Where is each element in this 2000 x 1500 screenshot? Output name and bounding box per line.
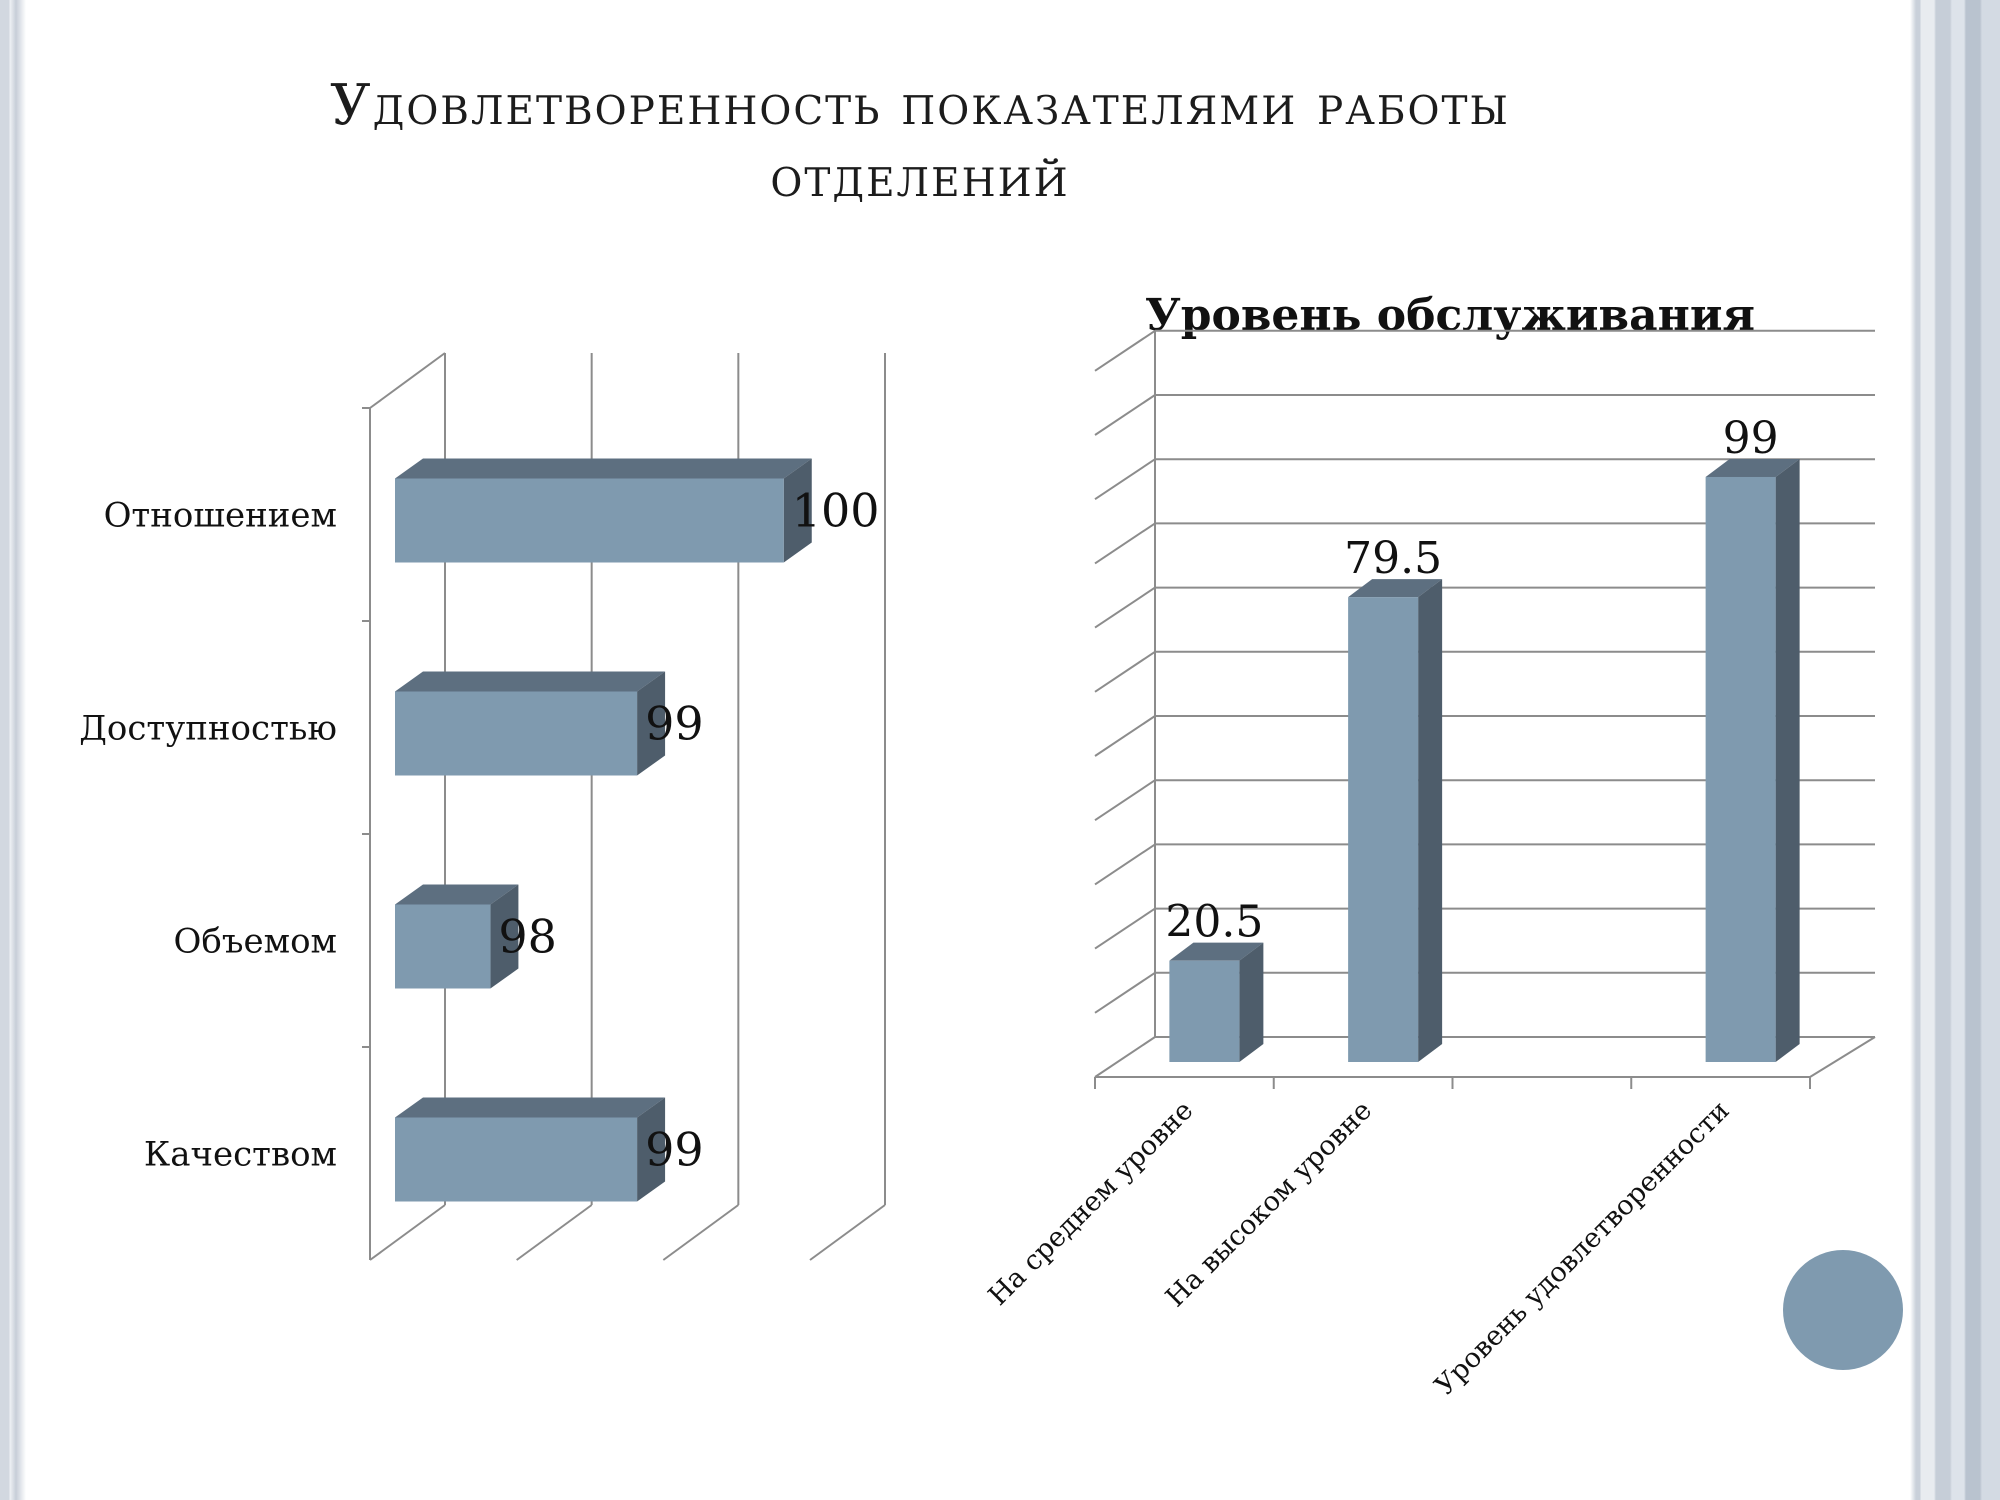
right-floor-edge — [1809, 1036, 1876, 1078]
right-gridline-depth — [1094, 329, 1156, 372]
left-bar — [395, 1097, 666, 1202]
slide-title: Удовлетворенность показателями работы от… — [150, 70, 1690, 214]
right-bar-top — [1348, 579, 1443, 598]
right-bar — [1348, 579, 1443, 1062]
left-value-label: 99 — [645, 697, 704, 751]
right-bar-side — [1418, 579, 1443, 1062]
right-chart-title: Уровень обслуживания — [1145, 290, 1755, 341]
right-bar — [1169, 942, 1264, 1062]
right-gridline-depth — [1094, 971, 1156, 1014]
left-category-label: Доступностью — [79, 709, 337, 749]
right-bar-front — [1169, 960, 1240, 1062]
right-gridline-depth — [1094, 394, 1156, 436]
left-floor-line — [516, 1204, 593, 1261]
left-value-label: 99 — [645, 1123, 704, 1177]
right-category-label: Уровень удовлетворенности — [1429, 1095, 1736, 1402]
right-gridline-depth — [1094, 650, 1156, 693]
left-category-label: Качеством — [144, 1135, 337, 1175]
right-value-label: 79.5 — [1344, 533, 1442, 584]
left-bar-top — [395, 1097, 666, 1118]
right-bar-front — [1705, 476, 1776, 1062]
right-gridline-depth — [1094, 715, 1156, 757]
right-bar-top — [1705, 458, 1800, 477]
left-chart-grid — [362, 352, 886, 1261]
right-category-label: На высоком уровне — [1160, 1095, 1378, 1313]
right-bar-side — [1239, 942, 1264, 1062]
left-floor-line — [662, 1204, 739, 1261]
slide-title-line1: Удовлетворенность показателями работы — [330, 73, 1510, 138]
right-gridline-depth — [1094, 458, 1156, 501]
right-value-label: 20.5 — [1165, 897, 1263, 948]
accent-circle — [1783, 1250, 1903, 1370]
right-bar-side — [1775, 458, 1800, 1062]
right-category-label: На среднем уровне — [983, 1095, 1200, 1312]
right-bar — [1705, 458, 1800, 1062]
slide-title-line2: отделений — [770, 145, 1070, 210]
left-category-label: Объемом — [174, 922, 337, 962]
left-bar-side — [490, 884, 519, 989]
left-axis-top-line — [369, 352, 446, 409]
right-gridline-depth — [1094, 843, 1156, 886]
right-gridline-depth — [1094, 522, 1156, 565]
left-value-label: 98 — [498, 910, 557, 964]
left-floor-line — [809, 1204, 886, 1261]
right-gridline-depth — [1094, 779, 1156, 822]
left-floor-line — [369, 1204, 446, 1261]
left-category-label: Отношением — [104, 496, 337, 536]
left-bar-front — [395, 691, 638, 776]
left-bar-front — [395, 904, 491, 989]
left-border-decoration — [0, 0, 26, 1500]
left-bar-side — [637, 1097, 666, 1202]
left-bar — [395, 884, 519, 989]
left-bar-top — [395, 884, 519, 905]
left-bar — [395, 671, 666, 776]
left-bar-side — [783, 458, 812, 563]
left-bar-top — [395, 458, 812, 479]
right-value-label: 99 — [1723, 413, 1779, 464]
left-bar — [395, 458, 812, 563]
right-bar-front — [1348, 597, 1419, 1062]
right-border-decoration — [1910, 0, 2000, 1500]
left-bar-top — [395, 671, 666, 692]
left-bar-front — [395, 1117, 638, 1202]
right-bar-top — [1169, 942, 1264, 961]
left-bar-front — [395, 478, 784, 563]
left-value-label: 100 — [792, 484, 880, 538]
right-gridline-depth — [1094, 907, 1156, 950]
right-gridline-depth — [1094, 1036, 1156, 1078]
right-gridline-depth — [1094, 586, 1156, 629]
left-bar-side — [637, 671, 666, 776]
